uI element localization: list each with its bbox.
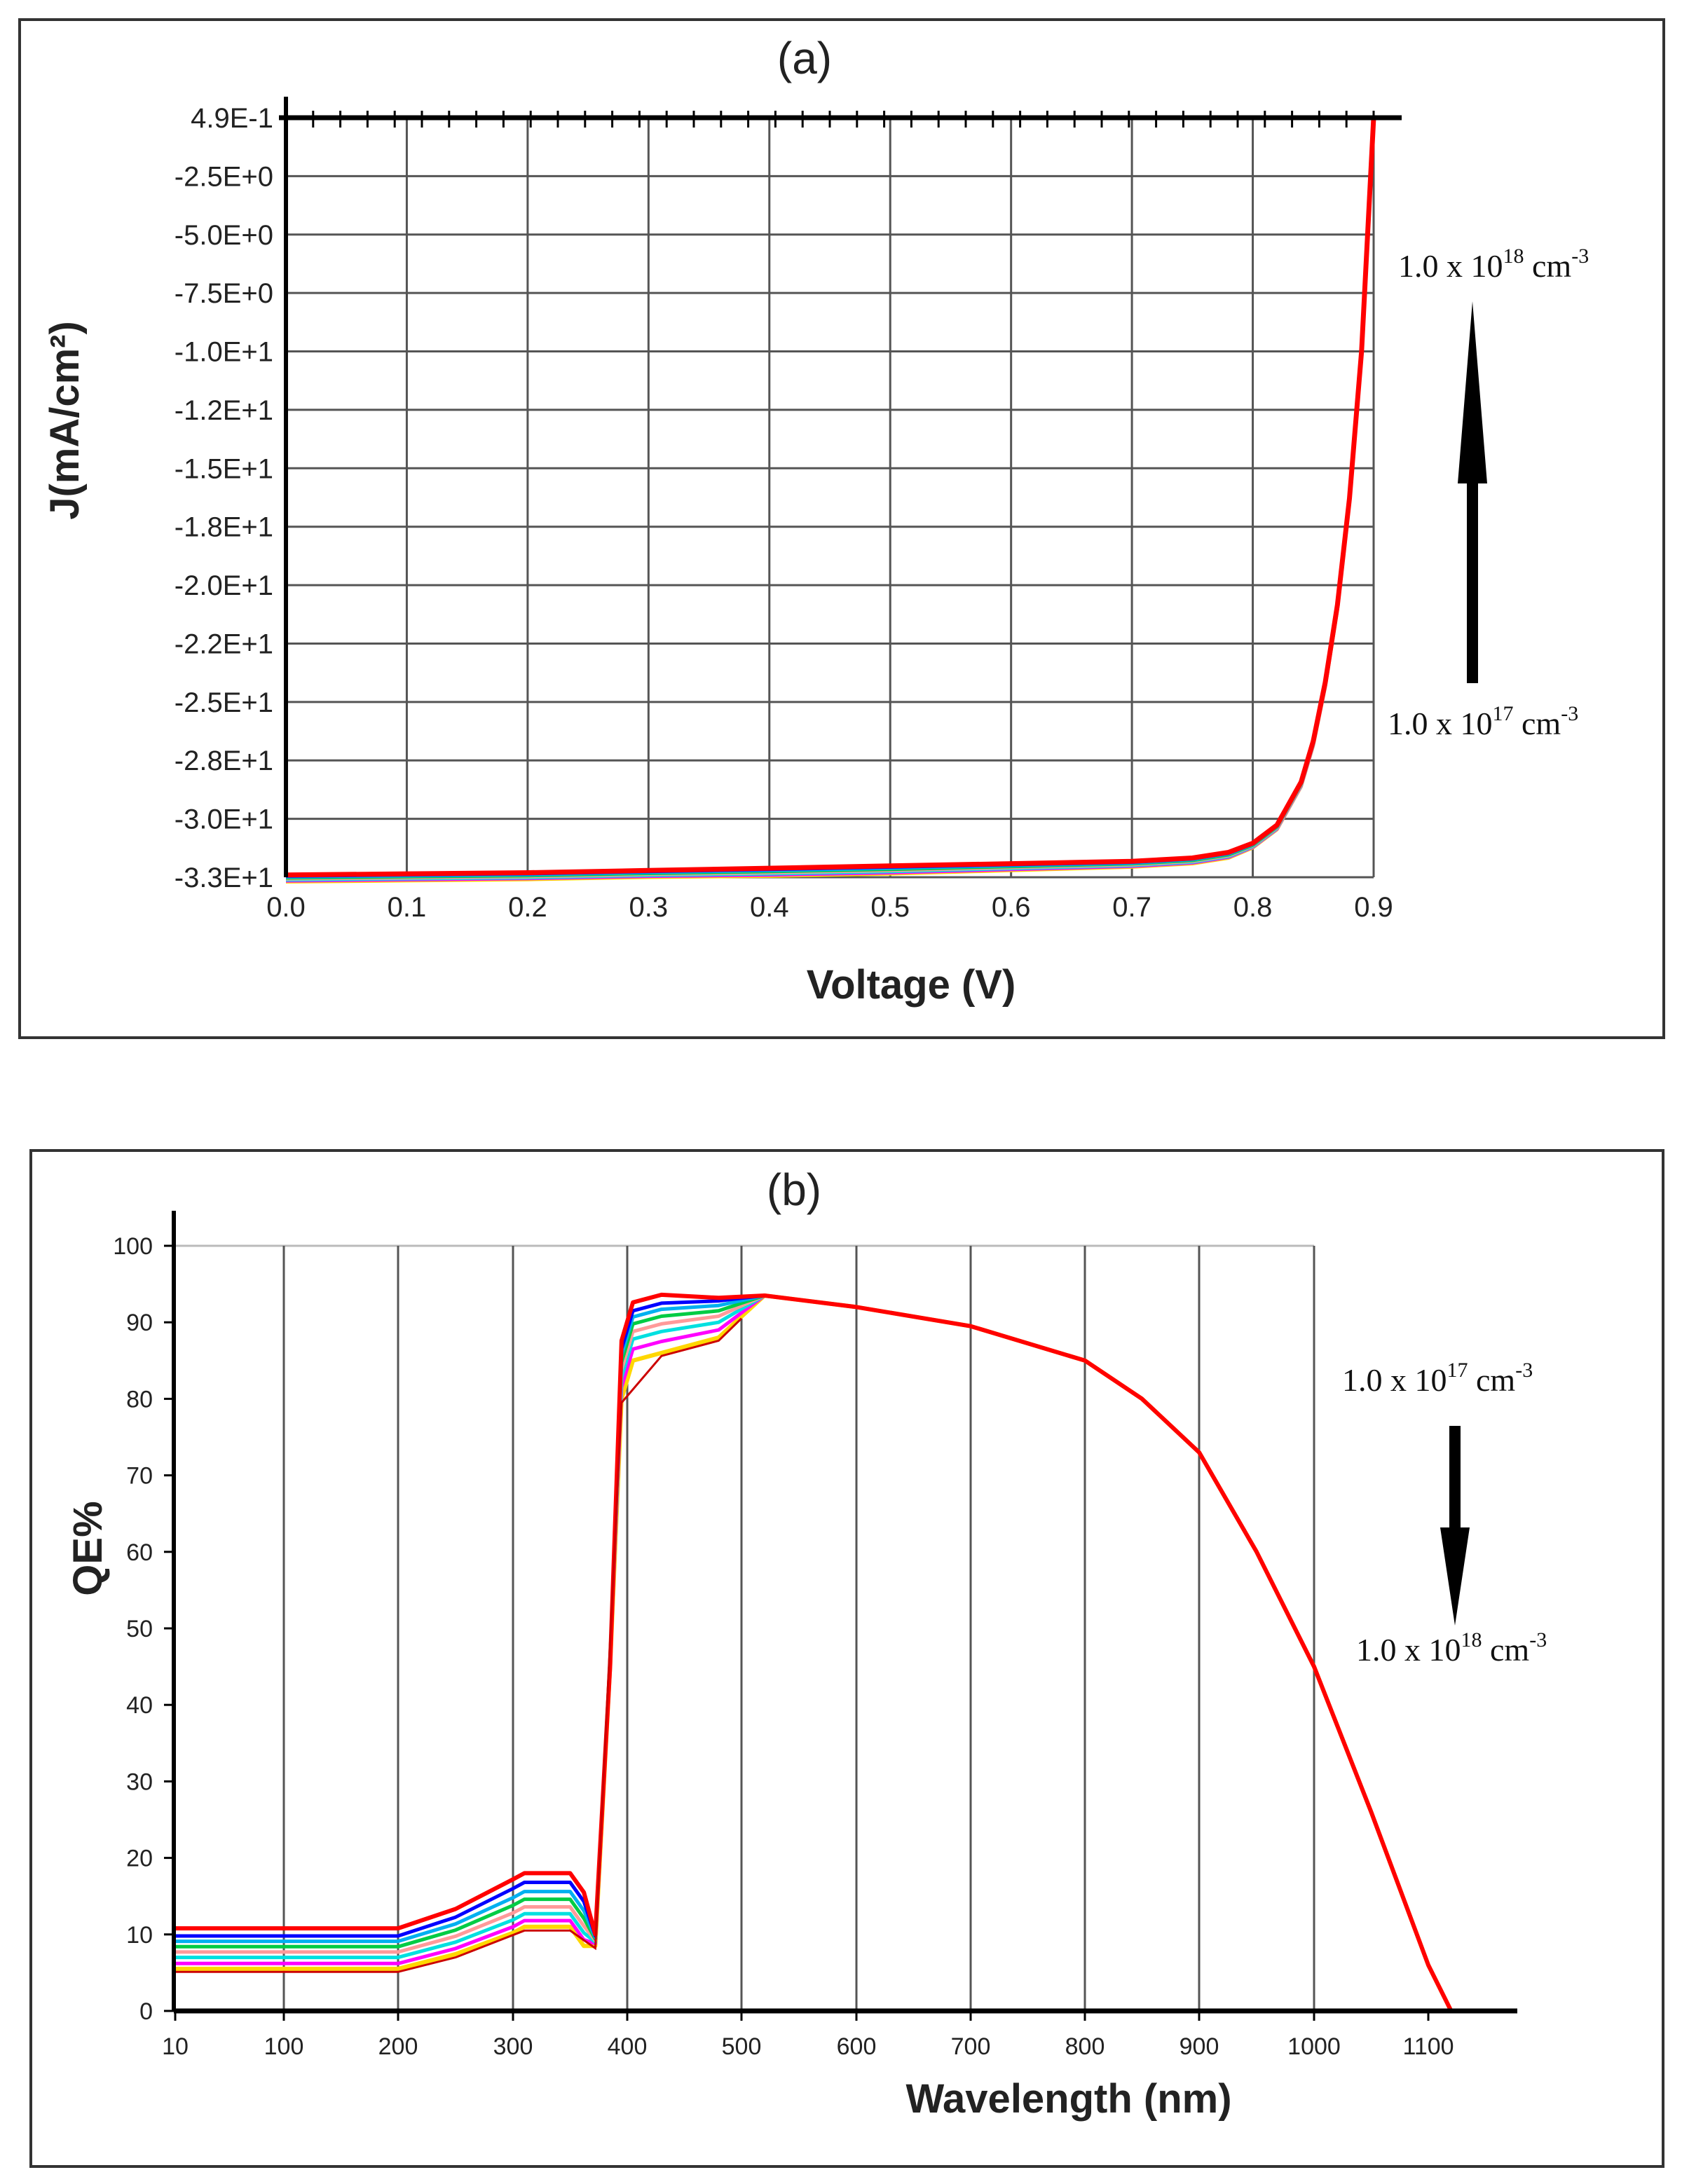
panel-b-annotation-top: 1.0 x 1017 cm-3 <box>1342 1359 1533 1398</box>
panel-b-y-tick-label: 100 <box>113 1233 153 1260</box>
panel-b-annotation-top-unit: cm <box>1468 1362 1516 1398</box>
panel-b-edge-curve <box>175 1317 743 1973</box>
panel-b-x-tick-label: 200 <box>378 2033 418 2060</box>
panel-b-y-tick-label: 20 <box>126 1846 153 1872</box>
panel-b-y-tick-label: 60 <box>126 1539 153 1566</box>
panel-b-arrow-down <box>1440 1426 1470 1626</box>
panel-a-y-tick-label: -7.5E+0 <box>175 278 273 309</box>
panel-b-y-tick-label: 90 <box>126 1310 153 1336</box>
panel-a-y-tick-label: 4.9E-1 <box>191 103 273 134</box>
panel-b-x-tick-label: 10 <box>162 2033 189 2060</box>
panel-a-y-tick-labels: 4.9E-1 -2.5E+0 -5.0E+0 -7.5E+0 -1.0E+1 -1.2E+… <box>175 103 273 893</box>
panel-a-x-tick-label: 0.5 <box>870 892 910 923</box>
panel-b-x-tick-label: 500 <box>722 2033 762 2060</box>
panel-a-x-tick-label: 0.6 <box>992 892 1031 923</box>
panel-a-x-tick-label: 0.1 <box>388 892 427 923</box>
panel-a-x-tick-label: 0.3 <box>629 892 669 923</box>
panel-b-frame <box>29 1149 1664 2168</box>
panel-b-y-axis-title: QE% <box>65 1501 111 1595</box>
panel-b-x-axis-title: Wavelength (nm) <box>905 2076 1231 2122</box>
panel-a-x-tick-label: 0.7 <box>1112 892 1151 923</box>
panel-a-axes <box>279 97 1402 877</box>
panel-b-y-tick-label: 70 <box>126 1463 153 1490</box>
panel-a-y-tick-label: -2.2E+1 <box>175 629 273 659</box>
panel-a-y-tick-label: -3.3E+1 <box>175 863 273 893</box>
panel-a-x-tick-label: 0.2 <box>508 892 547 923</box>
panel-a-annotation-top-unit-exp: -3 <box>1571 245 1589 268</box>
panel-b-curve <box>175 1292 1454 2012</box>
panel-b-annotation-top-base: 1.0 x 10 <box>1342 1362 1447 1398</box>
panel-b-x-tick-label: 300 <box>493 2033 533 2060</box>
panel-b-y-tick-label: 10 <box>126 1922 153 1949</box>
panel-b-y-tick-label: 50 <box>126 1616 153 1642</box>
svg-text:1.0 x 1018 cm-3: 1.0 x 1018 cm-3 <box>1356 1628 1547 1668</box>
svg-text:1.0 x 1017 cm-3: 1.0 x 1017 cm-3 <box>1342 1359 1533 1398</box>
panel-a: (a) 4.9E-1 -2.5E+0 -5.0E+0 -7.5E+0 -1.0E+1 -1… <box>18 18 1665 1039</box>
panel-b-annotation-bottom: 1.0 x 1018 cm-3 <box>1356 1628 1547 1668</box>
panel-b-x-tick-label: 1100 <box>1402 2033 1454 2060</box>
panel-b-annotation-top-unit-exp: -3 <box>1515 1359 1533 1382</box>
panel-a-annotation-bottom-base: 1.0 x 10 <box>1388 706 1493 741</box>
panel-a-y-tick-label: -1.8E+1 <box>175 512 273 543</box>
panel-b-x-tick-label: 800 <box>1065 2033 1105 2060</box>
panel-b-annotation-bottom-exp: 18 <box>1461 1628 1482 1651</box>
panel-a-annotation-top-unit: cm <box>1524 248 1572 284</box>
panel-b-y-tick-labels: 0 10 20 30 40 50 60 70 80 90 100 <box>113 1233 153 2025</box>
panel-b-x-tick-labels: 10 100 200 300 400 500 600 700 800 900 1000 1100 <box>162 2033 1454 2060</box>
panel-a-y-tick-label: -2.5E+1 <box>175 687 273 718</box>
panel-a-x-tick-labels: 0.0 0.1 0.2 0.3 0.4 0.5 0.6 0.7 0.8 0.9 <box>266 892 1393 923</box>
panel-b-y-tick-label: 80 <box>126 1386 153 1413</box>
svg-text:1.0 x 1017 cm-3: 1.0 x 1017 cm-3 <box>1388 702 1578 741</box>
panel-a-x-axis-title: Voltage (V) <box>807 962 1016 1008</box>
panel-a-label: (a) <box>777 33 832 83</box>
svg-text:1.0 x 1018 cm-3: 1.0 x 1018 cm-3 <box>1398 245 1589 284</box>
panel-a-y-tick-label: -3.0E+1 <box>175 804 273 835</box>
panel-a-annotation-top-exp: 18 <box>1503 245 1524 268</box>
panel-b-x-tick-label: 600 <box>837 2033 877 2060</box>
panel-b-y-tick-label: 0 <box>139 1998 153 2025</box>
panel-a-annotation-top-base: 1.0 x 10 <box>1398 248 1503 284</box>
panel-a-annotation-top: 1.0 x 1018 cm-3 <box>1398 245 1589 284</box>
panel-b-annotation-bottom-unit: cm <box>1482 1632 1530 1668</box>
panel-b-annotation-bottom-unit-exp: -3 <box>1529 1628 1547 1651</box>
panel-b-grid <box>174 1244 1315 2011</box>
panel-b-x-tick-label: 100 <box>264 2033 304 2060</box>
panel-b-x-tick-label: 400 <box>608 2033 648 2060</box>
panel-b-y-tick-label: 40 <box>126 1692 153 1719</box>
panel-a-curve <box>285 117 1376 878</box>
panel-b-y-tick-label: 30 <box>126 1769 153 1795</box>
panel-b-x-tick-label: 700 <box>951 2033 991 2060</box>
panel-a-y-tick-label: -5.0E+0 <box>175 220 273 251</box>
panel-a-y-tick-label: -2.0E+1 <box>175 570 273 601</box>
panel-a-y-tick-label: -1.0E+1 <box>175 337 273 368</box>
panel-a-annotation-bottom-unit: cm <box>1514 706 1561 741</box>
panel-a-y-tick-label: -2.5E+0 <box>175 161 273 192</box>
panel-b-annotation-top-exp: 17 <box>1447 1359 1468 1382</box>
panel-a-y-tick-label: -1.2E+1 <box>175 395 273 426</box>
panel-b: (b) 0 10 20 30 40 50 60 70 80 90 100 10 100 200 300 40… <box>29 1149 1664 2168</box>
panel-b-axes <box>164 1211 1517 2021</box>
panel-a-x-tick-label: 0.9 <box>1354 892 1393 923</box>
panel-a-annotation-bottom-exp: 17 <box>1493 702 1514 725</box>
panel-a-y-tick-label: -2.8E+1 <box>175 746 273 776</box>
panel-b-label: (b) <box>767 1165 821 1215</box>
panel-b-curves <box>175 1292 1454 2012</box>
panel-a-annotation-bottom-unit-exp: -3 <box>1561 702 1578 725</box>
panel-a-y-axis-title: J(mA/cm²) <box>42 321 88 520</box>
panel-a-y-tick-label: -1.5E+1 <box>175 453 273 484</box>
panel-a-arrow-up <box>1458 301 1487 683</box>
panel-b-x-tick-label: 1000 <box>1287 2033 1341 2060</box>
panel-b-x-tick-label: 900 <box>1180 2033 1219 2060</box>
panel-b-annotation-bottom-base: 1.0 x 10 <box>1356 1632 1461 1668</box>
panel-a-curves <box>285 117 1376 884</box>
panel-a-annotation-bottom: 1.0 x 1017 cm-3 <box>1388 702 1578 741</box>
panel-a-x-tick-label: 0.8 <box>1233 892 1273 923</box>
panel-a-x-tick-label: 0.4 <box>750 892 789 923</box>
panel-a-x-tick-label: 0.0 <box>266 892 306 923</box>
